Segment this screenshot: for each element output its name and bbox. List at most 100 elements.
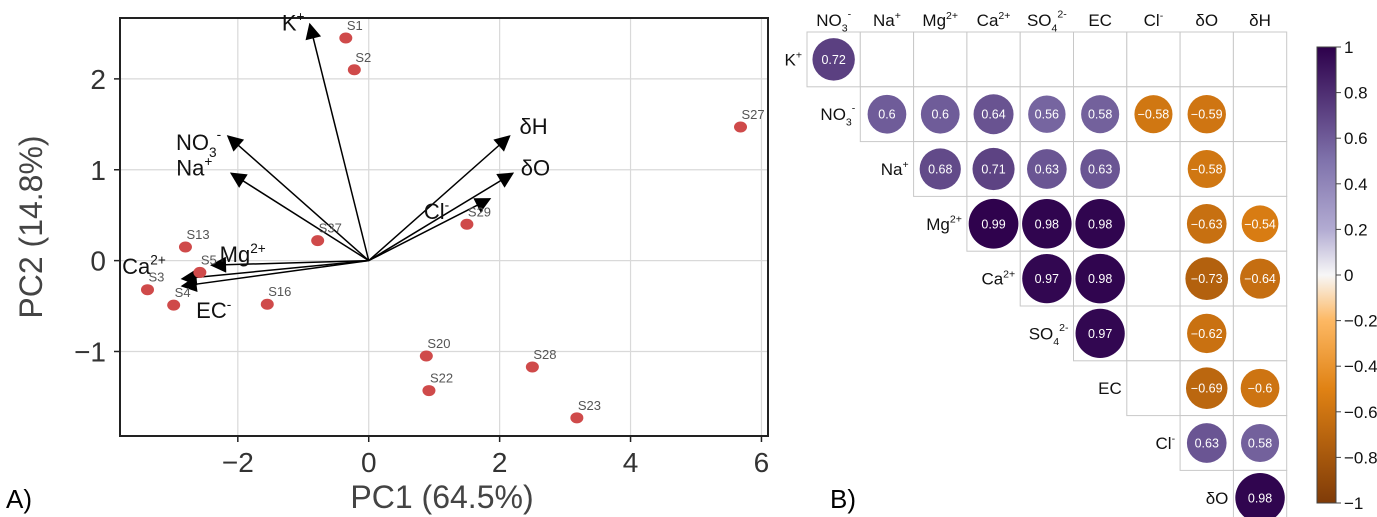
correlation-value: 0.63 bbox=[1035, 163, 1059, 177]
correlation-circle bbox=[972, 147, 1015, 191]
column-label: δO bbox=[1195, 11, 1218, 30]
panel-a-label: A) bbox=[6, 484, 32, 514]
panel-b-label: B) bbox=[830, 484, 856, 514]
correlation-circle bbox=[1075, 308, 1125, 359]
colorbar-tick-label: 0.2 bbox=[1344, 220, 1368, 239]
sample-point bbox=[419, 350, 433, 362]
heatmap-cell bbox=[1126, 195, 1181, 252]
correlation-circle bbox=[1185, 367, 1228, 409]
loading-label: Mg2+ bbox=[220, 241, 266, 267]
sample-point bbox=[339, 32, 353, 44]
sample-label: S13 bbox=[186, 227, 209, 242]
correlation-value: 0.97 bbox=[1035, 272, 1059, 286]
correlation-value: 0.6 bbox=[932, 108, 949, 122]
loading-label: K+ bbox=[282, 9, 305, 35]
correlation-circle bbox=[1241, 205, 1279, 243]
plot-frame bbox=[119, 17, 769, 437]
sample-point bbox=[734, 121, 748, 133]
loading-arrows bbox=[180, 22, 515, 293]
sample-label: S23 bbox=[578, 398, 601, 413]
correlation-circle bbox=[1185, 257, 1229, 300]
sample-label: S37 bbox=[319, 221, 342, 236]
correlation-circle bbox=[1240, 258, 1281, 299]
correlation-circle bbox=[920, 94, 960, 134]
column-label: Ca2+ bbox=[977, 10, 1011, 30]
loading-label: Ca2+ bbox=[122, 253, 166, 279]
colorbar-tick-label: −1 bbox=[1344, 494, 1363, 513]
colorbar bbox=[1316, 46, 1337, 504]
heatmap-cell bbox=[1179, 31, 1234, 88]
correlation-value: 0.99 bbox=[981, 217, 1005, 231]
sample-label: S5 bbox=[201, 252, 217, 267]
correlation-circle bbox=[1241, 423, 1280, 463]
correlation-circle bbox=[1022, 199, 1072, 249]
correlation-circle bbox=[973, 94, 1014, 135]
correlation-circle bbox=[1187, 313, 1227, 354]
row-label: Cl- bbox=[1156, 433, 1176, 453]
correlation-value: 0.6 bbox=[878, 108, 895, 122]
heatmap-cell bbox=[1126, 305, 1181, 362]
sample-point bbox=[140, 284, 154, 296]
sample-label: S3 bbox=[148, 270, 164, 285]
correlation-circle bbox=[1240, 368, 1280, 408]
correlation-value: −0.64 bbox=[1244, 272, 1276, 286]
x-tick-label: 4 bbox=[623, 447, 639, 478]
y-tick-label: 0 bbox=[90, 246, 106, 277]
loading-label: δO bbox=[521, 155, 550, 180]
correlation-value: 0.58 bbox=[1088, 108, 1112, 122]
heatmap-cell bbox=[1232, 141, 1288, 197]
correlation-circle bbox=[812, 38, 855, 81]
heatmap-cell bbox=[1126, 31, 1181, 88]
heatmap-cell bbox=[1126, 250, 1181, 307]
sample-label: S29 bbox=[468, 204, 491, 219]
column-label: Mg2+ bbox=[922, 10, 958, 30]
x-tick-label: 6 bbox=[754, 447, 770, 478]
sample-label: S16 bbox=[268, 284, 291, 299]
correlation-circle bbox=[1186, 203, 1227, 244]
y-tick-label: −1 bbox=[74, 336, 106, 367]
sample-point bbox=[460, 218, 474, 230]
y-tick-label: 1 bbox=[90, 155, 106, 186]
column-label: δH bbox=[1249, 11, 1271, 30]
correlation-circle bbox=[1028, 95, 1066, 133]
colorbar-tick-label: −0.2 bbox=[1344, 312, 1377, 331]
grid bbox=[120, 18, 768, 436]
heatmap-cell bbox=[1126, 141, 1181, 197]
correlation-value: 0.56 bbox=[1035, 108, 1059, 122]
correlation-circle bbox=[1134, 95, 1173, 134]
loading-arrow bbox=[368, 135, 511, 262]
correlation-heatmap: NO3- Na+ Mg2+ Ca2+ SO42- EC Cl-δO δH K+ NO3- Na+ Mg… bbox=[785, 9, 1377, 517]
loading-arrow bbox=[368, 198, 492, 262]
sample-label: S4 bbox=[175, 285, 191, 300]
loading-arrow bbox=[305, 22, 370, 261]
row-label: Mg2+ bbox=[926, 214, 962, 234]
column-label: SO42- bbox=[1027, 9, 1067, 35]
correlation-value: −0.58 bbox=[1191, 163, 1223, 177]
heatmap-cell bbox=[1126, 360, 1181, 417]
colorbar-tick-label: 1 bbox=[1344, 38, 1353, 57]
loading-label: Na+ bbox=[176, 154, 212, 180]
correlation-value: −0.69 bbox=[1191, 382, 1223, 396]
loading-arrow bbox=[368, 172, 515, 262]
sample-point bbox=[311, 235, 325, 247]
loading-arrow bbox=[226, 135, 370, 262]
correlation-value: 0.72 bbox=[821, 53, 845, 67]
correlation-circle bbox=[1075, 199, 1125, 249]
correlation-circle bbox=[1235, 473, 1285, 517]
colorbar-tick-label: 0.8 bbox=[1344, 84, 1368, 103]
column-label: EC bbox=[1088, 11, 1112, 30]
correlation-value: −0.58 bbox=[1138, 108, 1170, 122]
heatmap-cell bbox=[966, 31, 1021, 88]
sample-point bbox=[167, 299, 181, 311]
correlation-value: −0.62 bbox=[1191, 327, 1223, 341]
sample-point bbox=[422, 385, 436, 397]
correlation-circle bbox=[968, 198, 1019, 249]
heatmap-cell bbox=[1073, 31, 1128, 88]
loading-arrow bbox=[180, 259, 369, 293]
heatmap-cell bbox=[1232, 305, 1288, 362]
sample-point bbox=[178, 241, 192, 253]
row-label: δO bbox=[1206, 489, 1229, 508]
sample-label: S28 bbox=[533, 347, 556, 362]
sample-points: S1 S2 S27 S29 S37 S13 S5 S3 S4 S16 S20 S22 S28 S23 bbox=[140, 18, 765, 424]
